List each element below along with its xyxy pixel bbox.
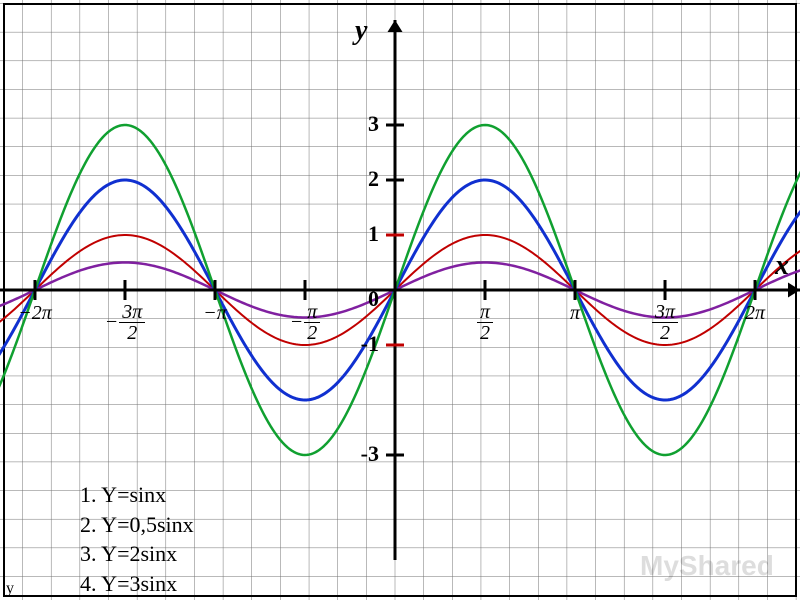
y-axis-arrow <box>388 20 403 32</box>
y-tick-label: 0 <box>345 286 379 312</box>
legend-item: 2. Y=0,5sinx <box>80 510 194 540</box>
y-tick-label: -3 <box>345 441 379 467</box>
x-tick-label: −π2 <box>275 302 335 343</box>
x-axis-label: x <box>775 250 789 282</box>
y-axis-label: y <box>355 15 367 47</box>
corner-y-letter: y <box>6 580 14 598</box>
x-tick-label: −3π2 <box>95 302 155 343</box>
x-tick-label: −2π <box>5 302 65 325</box>
x-tick-label: π <box>545 302 605 325</box>
x-tick-label: 2π <box>725 302 785 325</box>
legend-item: 4. Y=3sinx <box>80 569 194 599</box>
legend-item: 3. Y=2sinx <box>80 539 194 569</box>
x-tick-label: π2 <box>455 302 515 343</box>
y-tick-label: -1 <box>345 331 379 357</box>
y-tick-label: 2 <box>345 166 379 192</box>
legend-item: 1. Y=sinx <box>80 480 194 510</box>
x-axis-arrow <box>788 283 800 298</box>
x-tick-label: −π <box>185 302 245 325</box>
x-tick-label: 3π2 <box>635 302 695 343</box>
legend: 1. Y=sinx2. Y=0,5sinx3. Y=2sinx4. Y=3sin… <box>80 480 194 599</box>
y-tick-label: 1 <box>345 221 379 247</box>
y-tick-label: 3 <box>345 111 379 137</box>
